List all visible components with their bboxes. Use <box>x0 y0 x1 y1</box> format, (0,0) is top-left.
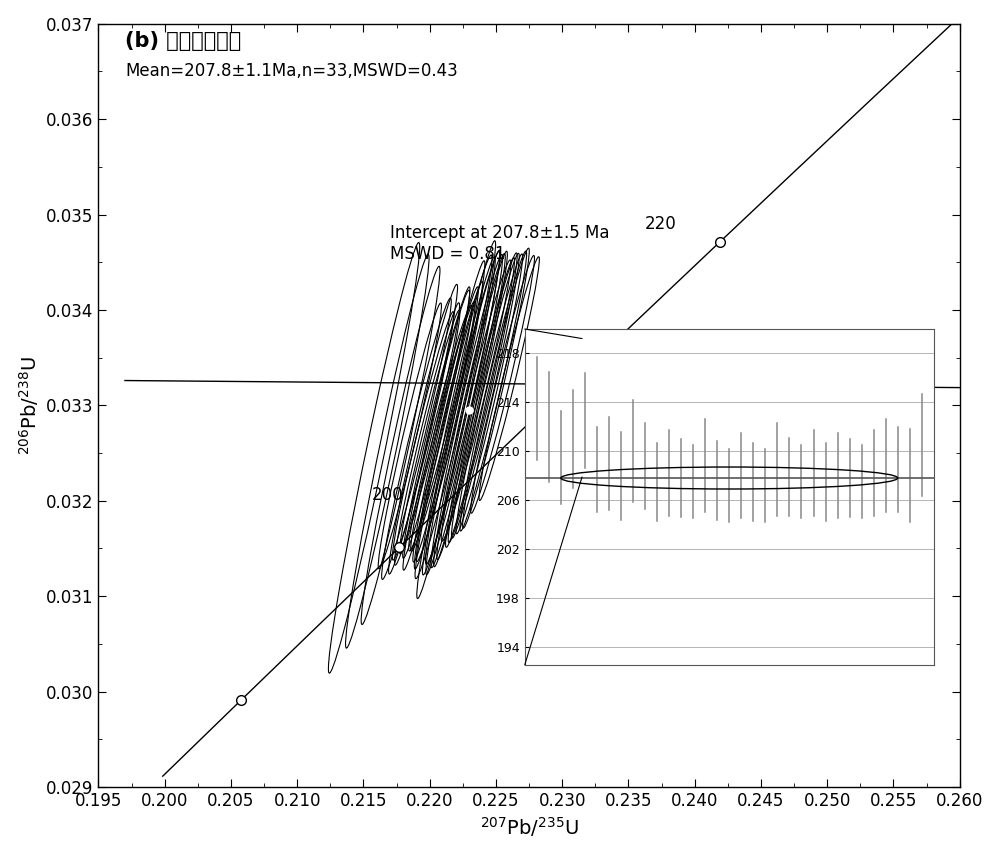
Y-axis label: $^{206}$Pb/$^{238}$U: $^{206}$Pb/$^{238}$U <box>17 356 41 455</box>
Text: 220: 220 <box>644 215 676 233</box>
Text: (b) 李家沟独居石: (b) 李家沟独居石 <box>125 32 241 51</box>
Text: Intercept at 207.8±1.5 Ma
MSWD = 0.81: Intercept at 207.8±1.5 Ma MSWD = 0.81 <box>390 224 609 263</box>
X-axis label: $^{207}$Pb/$^{235}$U: $^{207}$Pb/$^{235}$U <box>480 816 579 840</box>
Text: Mean=207.8±1.1Ma,n=33,MSWD=0.43: Mean=207.8±1.1Ma,n=33,MSWD=0.43 <box>125 62 458 80</box>
Text: 200: 200 <box>371 486 403 504</box>
